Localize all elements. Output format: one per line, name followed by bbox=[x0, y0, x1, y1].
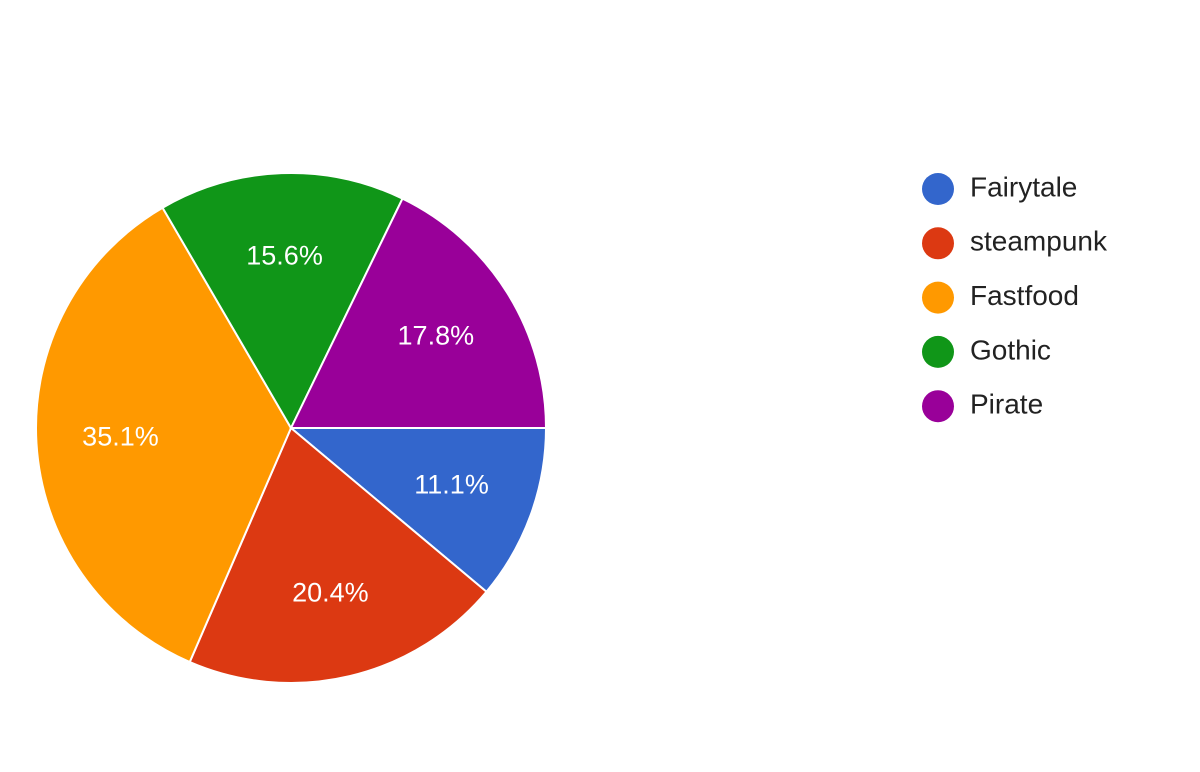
pie-slice bbox=[289, 197, 548, 429]
value-label: 17.8% bbox=[398, 320, 475, 350]
legend-label: steampunk bbox=[970, 226, 1108, 257]
legend-label: Pirate bbox=[970, 389, 1043, 420]
legend-marker bbox=[922, 335, 954, 368]
value-label: 15.6% bbox=[246, 240, 323, 270]
pie-slice bbox=[288, 427, 548, 594]
legend-label: Fairytale bbox=[970, 171, 1077, 202]
value-label: 11.1% bbox=[414, 470, 489, 500]
legend-label: Fastfood bbox=[970, 280, 1079, 311]
legend-marker bbox=[922, 173, 954, 205]
legend-marker bbox=[922, 390, 954, 423]
value-label: 20.4% bbox=[292, 577, 369, 607]
pie-slice bbox=[35, 206, 293, 664]
value-label: 35.1% bbox=[82, 421, 159, 451]
legend-marker bbox=[922, 227, 954, 260]
legend-marker bbox=[922, 281, 954, 314]
pie-slice bbox=[161, 172, 404, 431]
legend-label: Gothic bbox=[970, 334, 1051, 365]
